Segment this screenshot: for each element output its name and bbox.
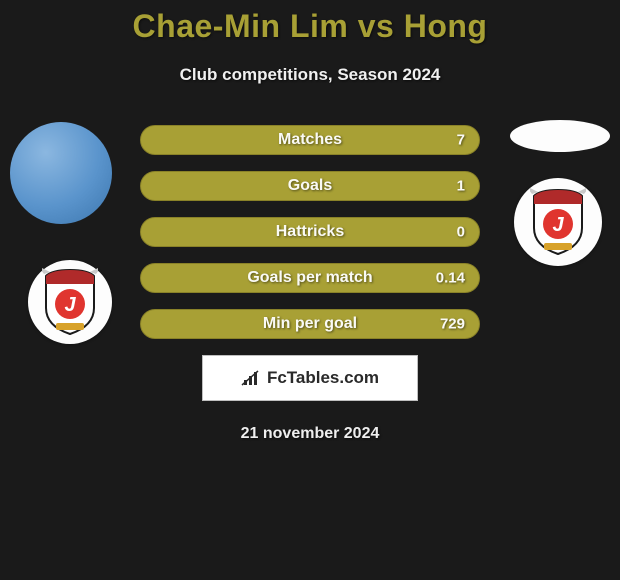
stat-value-right: 729 bbox=[440, 316, 465, 333]
stat-value-right: 0 bbox=[457, 224, 465, 241]
stat-row-goals: Goals 1 bbox=[140, 171, 480, 201]
stat-value-right: 1 bbox=[457, 178, 465, 195]
branding-text: FcTables.com bbox=[267, 368, 379, 388]
comparison-bars: Matches 7 Goals 1 Hattricks 0 Goals per … bbox=[0, 125, 620, 339]
stat-label: Hattricks bbox=[276, 223, 344, 241]
stat-row-mpg: Min per goal 729 bbox=[140, 309, 480, 339]
stat-row-gpm: Goals per match 0.14 bbox=[140, 263, 480, 293]
stat-label: Goals bbox=[288, 177, 332, 195]
stat-value-right: 7 bbox=[457, 132, 465, 149]
stat-label: Matches bbox=[278, 131, 342, 149]
competition-subtitle: Club competitions, Season 2024 bbox=[0, 65, 620, 85]
branding-box: FcTables.com bbox=[202, 355, 418, 401]
stat-value-right: 0.14 bbox=[436, 270, 465, 287]
stat-label: Goals per match bbox=[247, 269, 372, 287]
stat-row-matches: Matches 7 bbox=[140, 125, 480, 155]
stat-row-hattricks: Hattricks 0 bbox=[140, 217, 480, 247]
page-title: Chae-Min Lim vs Hong bbox=[0, 8, 620, 45]
footer-date: 21 november 2024 bbox=[0, 425, 620, 443]
stat-label: Min per goal bbox=[263, 315, 357, 333]
bars-icon bbox=[241, 370, 261, 386]
